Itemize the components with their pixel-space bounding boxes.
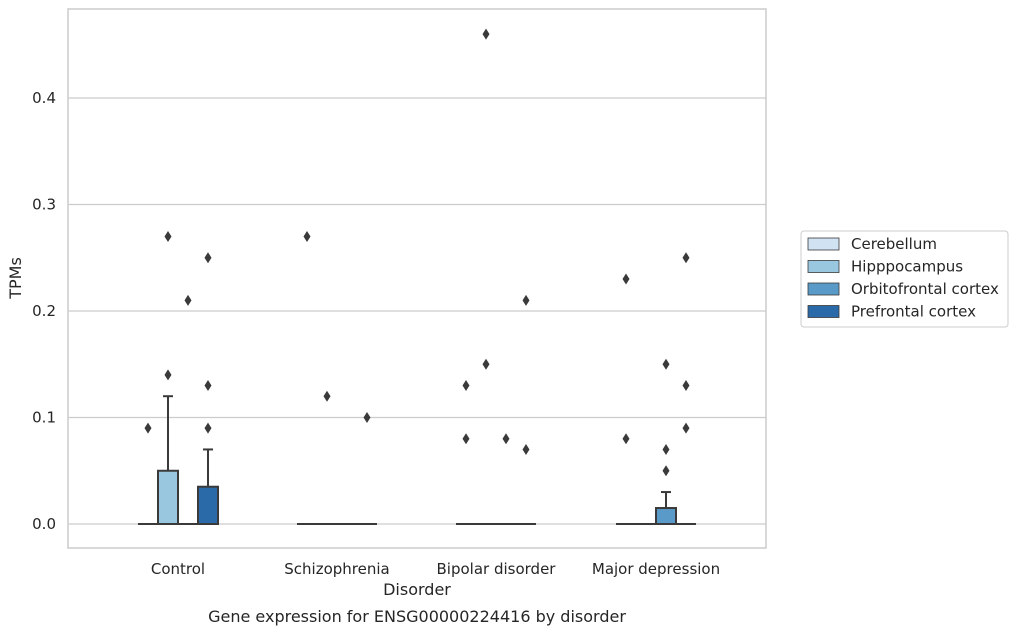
y-tick-label: 0.0 (32, 515, 56, 533)
box-group (197, 252, 219, 526)
legend-label: Orbitofrontal cortex (851, 280, 999, 298)
legend-swatch (807, 260, 840, 273)
outlier-point (502, 433, 510, 445)
y-axis-title: TPMs (6, 257, 25, 300)
box-group (616, 273, 636, 525)
gridlines (68, 97, 766, 525)
box-group (157, 230, 179, 525)
legend-swatch (807, 237, 840, 251)
outlier-point (622, 433, 630, 445)
outlier-point (204, 380, 212, 392)
legend-label: Prefrontal cortex (851, 303, 976, 321)
outlier-point (682, 380, 690, 392)
box-layer (138, 28, 696, 526)
x-tick-label: Bipolar disorder (437, 560, 557, 578)
outlier-point (204, 422, 212, 434)
x-tick-label: Control (151, 560, 205, 578)
outlier-point (662, 358, 670, 370)
box-group (516, 294, 536, 525)
outlier-point (522, 294, 530, 306)
box-group (317, 390, 337, 525)
outlier-point (363, 412, 371, 423)
outlier-point (522, 443, 530, 455)
x-axis-title: Disorder (383, 580, 451, 599)
y-tick-label: 0.1 (32, 409, 56, 427)
outlier-point (682, 422, 690, 434)
box-group (297, 230, 317, 525)
plot-area-frame (67, 8, 767, 549)
legend-swatch (807, 305, 840, 318)
box-group (676, 252, 696, 525)
box-group (178, 294, 198, 525)
box-group (138, 422, 158, 525)
box-group (655, 358, 677, 525)
box (157, 469, 179, 525)
outlier-point (164, 230, 172, 242)
legend-frame (800, 230, 1009, 328)
box-group (496, 433, 516, 525)
x-axis-ticks: Control Schizophrenia Bipolar disorder Majo… (151, 560, 720, 578)
legend-label: Cerebellum (851, 235, 937, 253)
outlier-point (462, 433, 470, 445)
outlier-point (323, 390, 331, 402)
y-tick-label: 0.3 (32, 196, 56, 214)
outlier-point (682, 252, 690, 264)
legend: Cerebellum Hipppocampus Orbitofrontal cort… (800, 230, 1009, 328)
y-tick-label: 0.4 (32, 89, 56, 107)
outlier-point (144, 422, 152, 434)
box (197, 485, 219, 526)
legend-label: Hipppocampus (851, 258, 963, 276)
y-axis-ticks: 0.0 0.1 0.2 0.3 0.4 (32, 89, 56, 533)
outlier-point (184, 294, 192, 306)
x-tick-label: Major depression (592, 560, 720, 578)
outlier-point (622, 273, 630, 285)
legend-swatch (807, 282, 840, 296)
x-tick-label: Schizophrenia (284, 560, 389, 578)
chart-caption: Gene expression for ENSG00000224416 by d… (208, 607, 626, 626)
outlier-point (303, 230, 311, 242)
box-group (476, 28, 496, 525)
box (655, 507, 677, 525)
y-tick-label: 0.2 (32, 302, 56, 320)
outlier-point (164, 369, 172, 381)
outlier-point (462, 380, 470, 392)
outlier-point (204, 252, 212, 264)
box-group (456, 380, 476, 525)
outlier-point (482, 28, 490, 40)
outlier-point (482, 358, 490, 370)
outlier-point (662, 465, 670, 477)
outlier-point (662, 443, 670, 455)
box-group (357, 412, 377, 525)
